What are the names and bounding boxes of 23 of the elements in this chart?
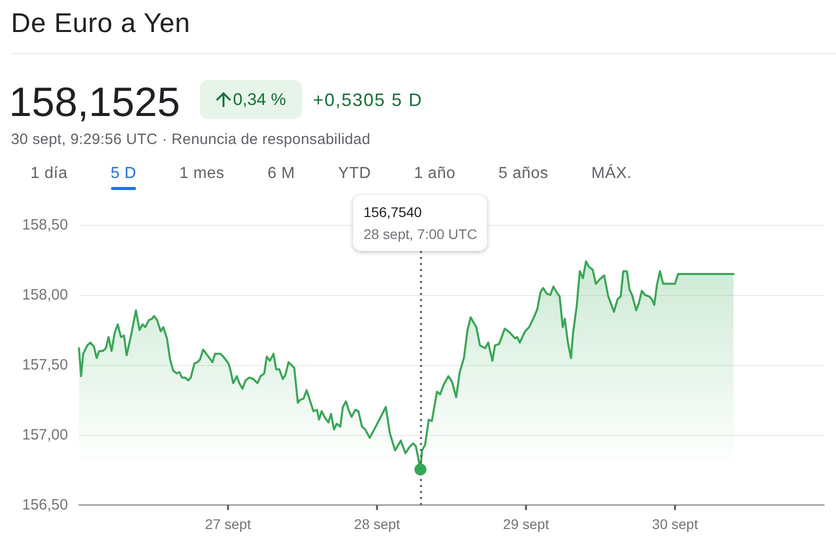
y-tick-label: 158,00 — [22, 286, 68, 304]
y-tick-label: 157,50 — [22, 356, 68, 374]
text: 1 mes — [179, 164, 224, 184]
text: 158,1525 — [9, 78, 180, 126]
badge: 0,34 % — [200, 80, 302, 119]
text: MÁX. — [591, 163, 632, 184]
x-tick-label: 28 sept — [354, 516, 400, 532]
x-tick-label: 30 sept — [652, 516, 698, 532]
text: 30 sept, 9:29:56 UTC · Renuncia de responsabilidad — [11, 131, 370, 149]
text: +0,5305 5 D — [313, 89, 423, 111]
text: 6 M — [267, 164, 296, 184]
x-tick-label: 27 sept — [205, 516, 252, 532]
text: 1 día — [30, 164, 68, 184]
x-tick-label: 29 sept — [503, 516, 550, 532]
text: 1 año — [414, 164, 456, 184]
text: 5 D — [110, 164, 136, 184]
y-tick-label: 157,00 — [22, 426, 68, 444]
ref-line-label: 156,7540 28 sept, 7:00 UTC — [353, 195, 488, 251]
chart-title: De Euro a Yen — [11, 7, 190, 40]
y-tick-label: 158,50 — [22, 216, 68, 234]
text: 5 años — [498, 164, 548, 184]
text: YTD — [338, 164, 371, 184]
y-tick-label: 156,50 — [22, 496, 68, 514]
